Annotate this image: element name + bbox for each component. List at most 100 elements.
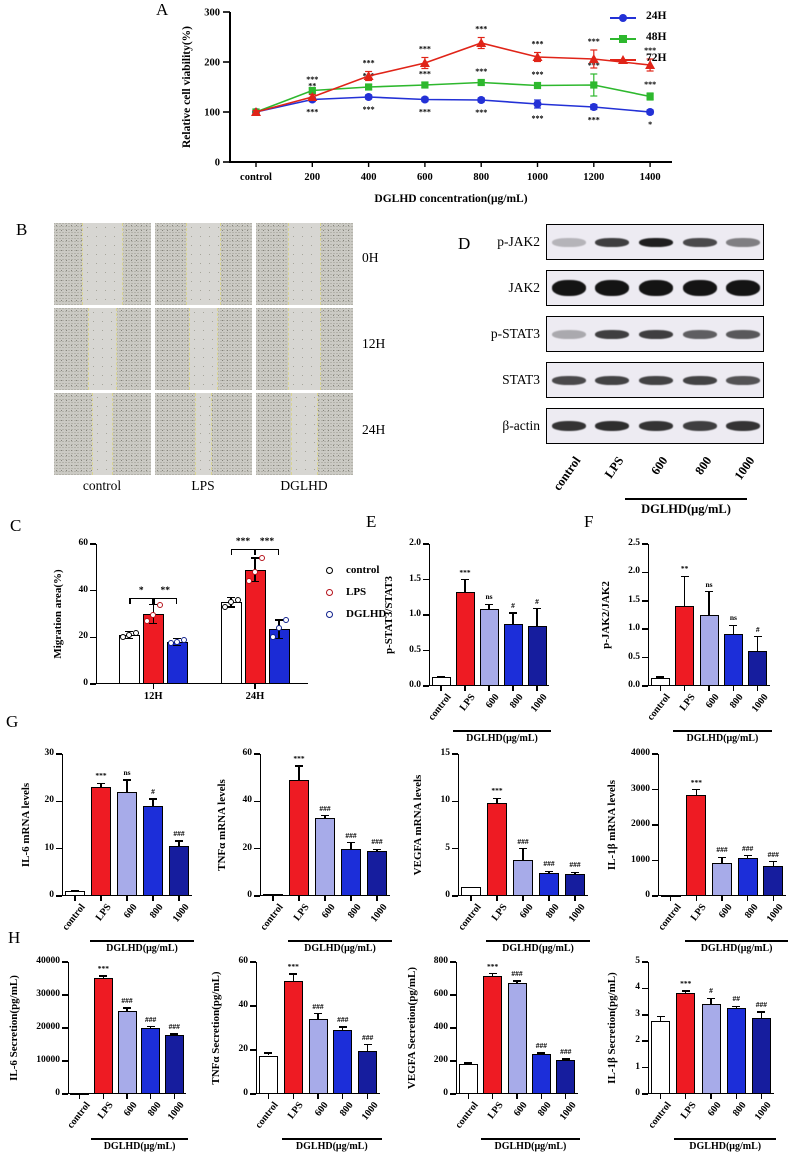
group-label: DGLHD(μg/mL) xyxy=(689,1141,762,1152)
panel-letter-g: G xyxy=(6,712,19,731)
sig-label: ### xyxy=(173,829,185,839)
y-tick-label: 1.5 xyxy=(628,594,640,605)
bar-LPS xyxy=(487,803,507,896)
error-bar xyxy=(757,636,759,651)
legend-item-LPS: LPS xyxy=(326,586,406,602)
y-tick-label: 0 xyxy=(83,678,88,688)
panel-letter-b: B xyxy=(16,220,28,239)
error-cap xyxy=(519,847,527,850)
y-tick-label: 4 xyxy=(635,982,640,993)
y-tick xyxy=(642,961,648,963)
group-line xyxy=(453,730,551,732)
x-tick xyxy=(317,1094,319,1099)
blot-band xyxy=(551,421,586,431)
panel-h-il1b-secretion-chart: 0 1 2 3 4 5 IL-1β Secretion(pg/mL) control *** LP… xyxy=(602,950,800,1156)
x-tick-label: 600 xyxy=(517,902,536,921)
x-tick xyxy=(467,1094,469,1099)
y-tick-label: 30000 xyxy=(36,989,60,999)
y-tick xyxy=(452,895,458,897)
x-tick-label: 1000 xyxy=(528,692,550,715)
sig-label: ** xyxy=(160,585,170,596)
blot-band xyxy=(639,280,673,296)
error-cap xyxy=(732,1005,741,1008)
plot-area xyxy=(96,544,308,684)
y-axis-label: VEGFA Secretion(pg/mL) xyxy=(406,966,418,1090)
sig-label: *** xyxy=(293,753,305,763)
panel-letter-e: E xyxy=(366,512,377,531)
error-cap xyxy=(743,854,752,857)
sig-label: ### xyxy=(121,995,133,1005)
svg-text:***: *** xyxy=(532,114,544,123)
sig-label: *** xyxy=(680,979,692,989)
blot-strip-p-JAK2 xyxy=(546,224,764,260)
micrograph-DGLHD-0H xyxy=(256,223,353,305)
y-tick xyxy=(452,847,458,850)
y-axis-label: p-STAT3/STAT3 xyxy=(383,575,395,655)
error-bar xyxy=(574,872,576,874)
error-cap xyxy=(125,630,134,633)
error-cap xyxy=(149,622,158,625)
y-tick xyxy=(254,895,260,897)
y-axis-label: IL-1β mRNA levels xyxy=(606,779,618,871)
x-tick xyxy=(735,1094,737,1099)
y-tick xyxy=(90,636,96,639)
y-tick xyxy=(90,589,96,592)
x-tick-label: 800 xyxy=(536,1100,555,1119)
bar-800 xyxy=(341,848,361,896)
blot-band xyxy=(595,280,630,296)
data-point xyxy=(252,569,258,575)
bar-control xyxy=(458,1064,478,1094)
svg-text:***: *** xyxy=(419,70,431,79)
sig-label: ### xyxy=(371,837,383,847)
y-tick xyxy=(62,1060,68,1062)
error-bar xyxy=(292,974,294,981)
error-bar xyxy=(683,576,686,607)
y-tick xyxy=(642,1040,648,1042)
svg-text:***: *** xyxy=(306,108,318,117)
x-tick xyxy=(516,1094,518,1099)
y-tick xyxy=(652,859,658,862)
x-tick-label: 1000 xyxy=(170,902,192,925)
x-tick xyxy=(100,896,102,901)
y-tick xyxy=(250,961,256,963)
x-tick-label: control xyxy=(456,902,484,933)
y-tick-label: 30 xyxy=(44,748,55,758)
line-chart-svg: 0 100 200 300 control 200 400 600 800 1000 1200 140… xyxy=(181,8,672,205)
error-cap xyxy=(757,1011,766,1013)
y-tick xyxy=(423,649,429,652)
y-tick-label: 2.5 xyxy=(628,538,640,548)
x-tick xyxy=(695,896,698,901)
blot-band xyxy=(551,329,586,339)
y-tick xyxy=(254,753,260,755)
y-tick xyxy=(450,961,456,963)
legend-label: DGLHD xyxy=(346,608,387,620)
sig-label: ### xyxy=(511,968,523,978)
error-cap xyxy=(485,603,493,606)
blot-label-stat3: STAT3 xyxy=(502,372,540,387)
bar-600 xyxy=(712,863,732,896)
blot-band xyxy=(595,237,630,247)
y-tick-label: 15 xyxy=(440,748,451,758)
data-point xyxy=(174,639,181,645)
row-label-24h: 24H xyxy=(362,422,386,437)
x-tick-label: 600 xyxy=(483,692,502,711)
panel-letter-d: D xyxy=(458,234,471,253)
sig-bracket-drop xyxy=(255,548,257,555)
error-cap xyxy=(464,1062,473,1064)
data-point xyxy=(167,640,174,647)
y-tick-label: 20000 xyxy=(36,1022,60,1032)
row-label-0h: 0H xyxy=(362,250,379,265)
y-tick-label: 2.0 xyxy=(409,538,421,548)
bar-LPS xyxy=(289,780,309,896)
x-tick-label: 1000 xyxy=(749,692,771,715)
panel-h-vegfa-secretion-chart: 0 200 400 600 800 VEGFA Secretion(pg/mL) contr… xyxy=(402,950,600,1156)
micrograph-control-24H xyxy=(54,393,151,475)
sig-label: ### xyxy=(543,859,555,869)
y-tick-label: 40 xyxy=(78,584,89,595)
x-tick xyxy=(760,1094,763,1099)
group-label: DGLHD(μg/mL) xyxy=(700,943,773,954)
data-point xyxy=(119,633,126,640)
x-tick xyxy=(152,684,154,689)
legend-circle-marker xyxy=(326,611,333,618)
x-tick xyxy=(685,1094,687,1099)
